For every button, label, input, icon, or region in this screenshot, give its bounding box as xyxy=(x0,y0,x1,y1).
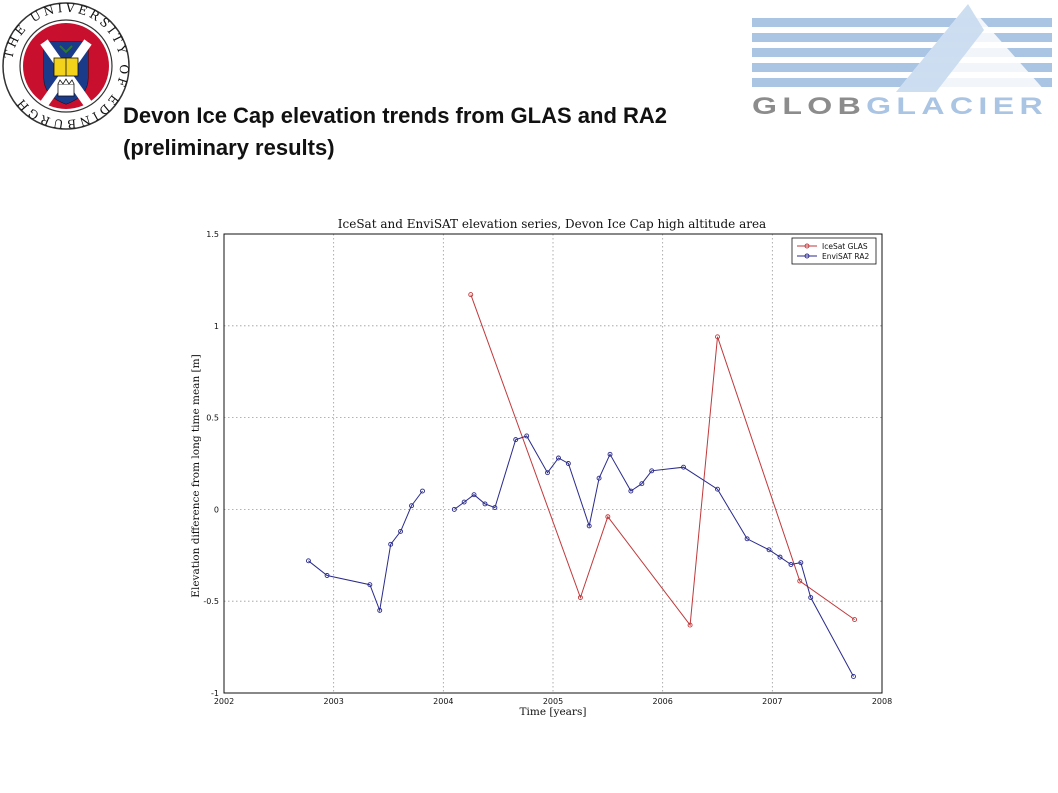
data-point-ra2 xyxy=(851,674,856,679)
legend-marker-ra2 xyxy=(804,253,810,259)
y-tick-label: 1.5 xyxy=(206,230,219,239)
x-tick-label: 2008 xyxy=(872,697,892,706)
data-point-ra2 xyxy=(492,505,498,511)
data-point-ra2 xyxy=(482,501,488,507)
y-tick-label: 0.5 xyxy=(206,414,219,423)
plot-frame xyxy=(223,233,883,694)
data-point-glas xyxy=(797,578,803,584)
y-tick-label: 1 xyxy=(214,322,219,331)
series-line-ra2 xyxy=(308,490,423,613)
x-axis-label: Time [years] xyxy=(520,706,587,718)
x-tick-label: 2006 xyxy=(652,697,672,706)
y-tick-label: 0 xyxy=(214,505,219,514)
x-tick-label: 2003 xyxy=(323,697,343,706)
x-tick-label: 2007 xyxy=(762,697,782,706)
data-point-ra2 xyxy=(777,554,783,560)
y-tick-label: -1 xyxy=(211,689,219,698)
slide-title: Devon Ice Cap elevation trends from GLAS… xyxy=(123,103,668,160)
university-seal: THE UNIVERSITY OF EDINBURGH xyxy=(1,1,130,131)
data-point-ra2 xyxy=(586,523,592,529)
x-tick-label: 2005 xyxy=(543,697,563,706)
data-point-glas xyxy=(605,514,611,520)
data-point-ra2 xyxy=(607,451,613,457)
legend-label-ra2: EnviSAT RA2 xyxy=(822,252,869,261)
globglacier-logo: GLOB GLACIER xyxy=(752,4,1052,120)
chart-title: IceSat and EnviSAT elevation series, Dev… xyxy=(338,217,766,231)
logo-stripes xyxy=(752,18,1052,87)
legend-marker-glas xyxy=(804,243,810,249)
data-point-ra2 xyxy=(545,470,550,476)
series-line-glas xyxy=(470,294,855,627)
data-point-ra2 xyxy=(681,464,686,470)
data-point-ra2 xyxy=(639,481,645,487)
data-point-ra2 xyxy=(628,488,634,494)
data-point-ra2 xyxy=(377,607,383,613)
legend-label-glas: IceSat GLAS xyxy=(822,242,868,251)
series-line-ra2 xyxy=(454,435,854,677)
y-axis-label: Elevation difference from long time mean… xyxy=(190,354,202,597)
y-ticks: -1 -0.5 0 0.5 1 1.5 xyxy=(203,230,219,698)
elevation-chart: IceSat and EnviSAT elevation series, Dev… xyxy=(190,217,892,718)
x-ticks: 2002 2003 2004 2005 2006 2007 2008 xyxy=(214,697,892,706)
data-point-ra2 xyxy=(715,486,720,492)
data-point-ra2 xyxy=(305,558,311,564)
grid-lines xyxy=(224,234,882,693)
series-ra2 xyxy=(305,433,856,679)
data-point-ra2 xyxy=(596,475,602,481)
data-point-ra2 xyxy=(744,536,750,542)
data-point-glas xyxy=(715,334,720,340)
x-tick-label: 2004 xyxy=(433,697,453,706)
data-point-ra2 xyxy=(398,528,404,534)
data-point-ra2 xyxy=(808,595,814,600)
data-point-ra2 xyxy=(798,560,804,566)
data-point-glas xyxy=(687,622,693,628)
data-point-ra2 xyxy=(649,468,655,474)
data-point-ra2 xyxy=(324,573,330,578)
y-tick-label: -0.5 xyxy=(203,597,219,606)
data-point-glas xyxy=(852,617,858,623)
data-point-ra2 xyxy=(451,506,457,512)
data-point-ra2 xyxy=(420,488,425,494)
legend-box xyxy=(791,237,877,265)
data-point-ra2 xyxy=(524,433,530,439)
data-point-ra2 xyxy=(766,547,772,553)
data-point-ra2 xyxy=(461,499,467,505)
data-point-ra2 xyxy=(565,461,571,466)
data-point-ra2 xyxy=(513,437,519,443)
data-point-ra2 xyxy=(471,492,477,498)
data-point-glas xyxy=(468,292,474,298)
logo-lettering: GLOB GLACIER xyxy=(752,93,1048,120)
data-point-ra2 xyxy=(556,455,561,461)
x-tick-label: 2002 xyxy=(214,697,234,706)
data-point-ra2 xyxy=(788,562,794,567)
data-point-ra2 xyxy=(388,541,394,547)
data-point-glas xyxy=(577,595,583,600)
data-point-ra2 xyxy=(367,582,373,588)
data-point-ra2 xyxy=(409,503,414,509)
series-lines xyxy=(305,292,858,679)
series-glas xyxy=(468,292,858,628)
